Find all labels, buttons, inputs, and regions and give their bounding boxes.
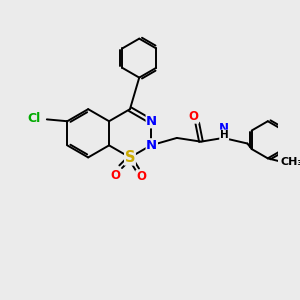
Text: N: N	[146, 115, 157, 128]
Text: O: O	[110, 169, 120, 182]
Text: Cl: Cl	[27, 112, 40, 125]
Text: CH₃: CH₃	[281, 157, 300, 167]
Text: O: O	[188, 110, 199, 123]
Text: H: H	[220, 130, 229, 140]
Text: N: N	[146, 139, 157, 152]
Text: O: O	[136, 170, 146, 183]
Text: S: S	[125, 150, 135, 165]
Text: N: N	[219, 122, 229, 135]
